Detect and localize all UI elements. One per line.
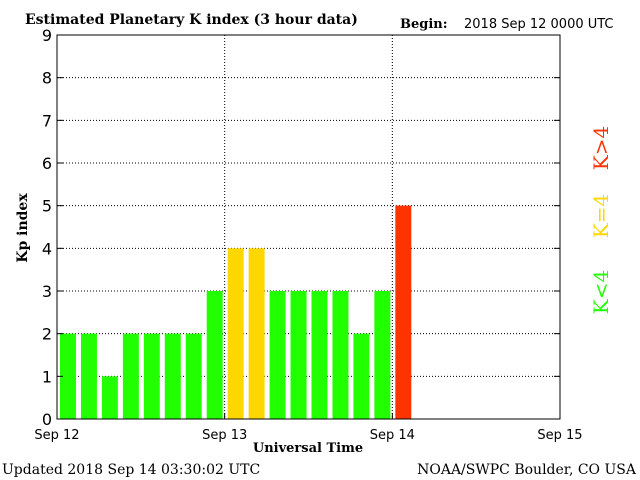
y-axis-ticks: 0 1 2 3 4 5 6 7 8 9 [42, 26, 560, 429]
footer-updated: Updated 2018 Sep 14 03:30:02 UTC [2, 462, 260, 478]
x-axis-ticks: Sep 12 Sep 13 Sep 14 Sep 15 [34, 413, 583, 443]
legend-low: K<4 [589, 270, 613, 314]
bar [332, 291, 349, 419]
bars [60, 205, 412, 419]
bar [101, 376, 118, 419]
bar [374, 291, 391, 419]
y-tick-label: 2 [42, 325, 52, 344]
y-tick-label: 7 [42, 111, 52, 130]
chart-title: Estimated Planetary K index (3 hour data… [25, 12, 358, 28]
bar [206, 291, 223, 419]
x-axis-label: Universal Time [253, 441, 363, 456]
y-tick-label: 6 [42, 154, 52, 173]
footer-source: NOAA/SWPC Boulder, CO USA [417, 462, 637, 478]
y-tick-label: 8 [42, 69, 52, 88]
bar [395, 205, 412, 419]
grid-lines [57, 35, 560, 419]
y-tick-label: 1 [42, 367, 52, 386]
y-axis-label: Kp index [15, 193, 31, 263]
bar [164, 333, 181, 419]
bar [80, 333, 97, 419]
begin-label: Begin: [400, 17, 448, 32]
bar [185, 333, 202, 419]
bar [122, 333, 139, 419]
y-tick-label: 5 [42, 197, 52, 216]
legend-mid: K=4 [589, 194, 613, 238]
bar [269, 291, 286, 419]
bar [227, 248, 244, 419]
y-tick-label: 4 [42, 239, 52, 258]
begin-value: 2018 Sep 12 0000 UTC [464, 17, 614, 32]
bar [311, 291, 328, 419]
bar [60, 333, 76, 419]
bar [248, 248, 265, 419]
x-tick-label: Sep 13 [202, 428, 247, 443]
x-tick-label: Sep 12 [34, 428, 79, 443]
legend-high: K>4 [589, 126, 613, 170]
plot-frame [56, 34, 561, 420]
y-tick-label: 3 [42, 282, 52, 301]
bar [353, 333, 370, 419]
bar [290, 291, 307, 419]
bar [143, 333, 160, 419]
y-tick-label: 0 [42, 410, 52, 429]
x-tick-label: Sep 14 [370, 428, 415, 443]
y-tick-label: 9 [42, 26, 52, 45]
x-tick-label: Sep 15 [537, 428, 582, 443]
